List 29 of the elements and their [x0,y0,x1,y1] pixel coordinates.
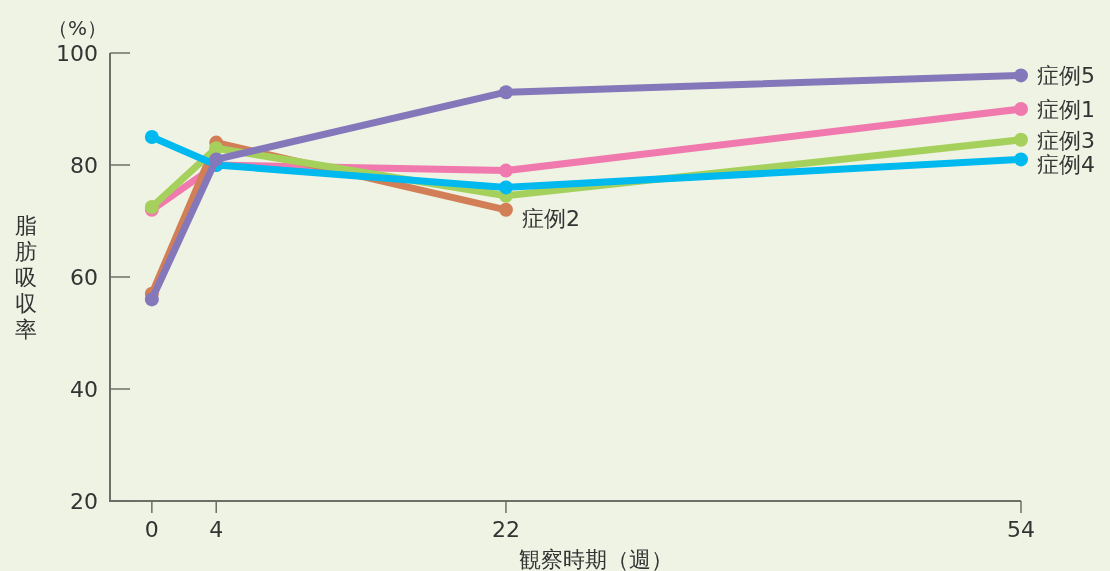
y-tick-label: 100 [56,41,98,66]
point [1014,68,1028,83]
point [498,202,513,217]
y-tick-label: 40 [70,377,98,402]
point [1014,152,1028,167]
point [498,85,513,100]
series-label: 症例3 [1037,127,1095,153]
y-tick-label: 60 [70,265,98,290]
x-axis-title: 観察時期（週） [518,547,673,571]
series-label: 症例4 [1037,151,1095,177]
series-label: 症例5 [1037,63,1095,89]
point [1014,102,1028,116]
x-tick-label: 54 [1007,517,1035,542]
series-label: 症例1 [1037,97,1095,122]
point [498,163,513,178]
point [209,141,224,156]
x-tick-label: 22 [491,517,520,542]
y-axis-title: 脂肪吸収率 [15,213,37,342]
y-tick-label: 20 [70,489,98,514]
series-label: 症例2 [521,205,580,231]
text: （%） [48,16,108,40]
point [144,130,159,144]
y-tick-label: 80 [70,153,98,178]
point [144,292,159,307]
point [1014,132,1028,147]
point [209,152,224,167]
x-tick-label: 4 [209,517,224,542]
x-tick-label: 0 [144,517,159,542]
point [498,180,513,195]
